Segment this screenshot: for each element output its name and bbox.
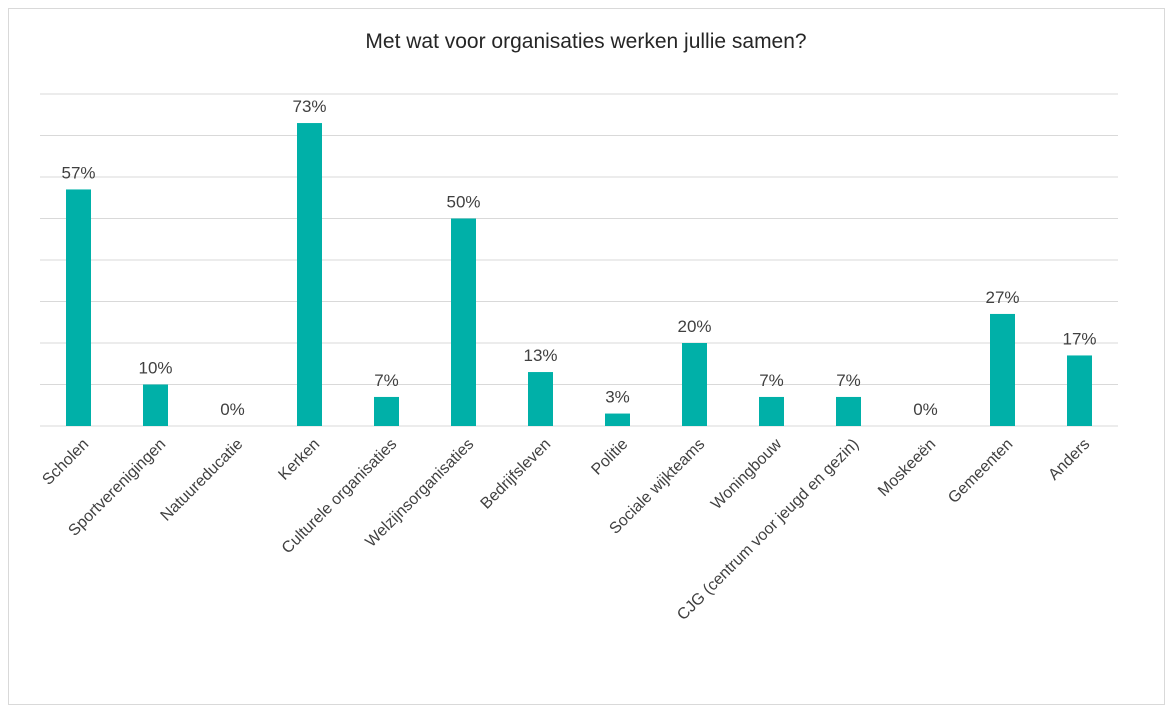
x-tick-label: Natuureducatie [158,436,247,525]
data-label: 0% [220,400,245,419]
data-label: 3% [605,388,630,407]
x-tick-label: Bedrijfsleven [478,436,555,513]
x-tick-label: Gemeenten [945,436,1016,507]
data-label: 7% [759,371,784,390]
chart-title: Met wat voor organisaties werken jullie … [365,30,807,53]
data-label: 57% [61,163,95,182]
bar [990,313,1015,426]
data-label: 20% [677,317,711,336]
data-label: 7% [836,371,861,390]
x-tick-label: Moskeeën [875,436,939,500]
data-label: 10% [138,359,172,378]
bar [759,396,784,426]
data-label: 7% [374,371,399,390]
chart-frame [8,8,1165,705]
bar [143,384,168,426]
bar [297,123,322,427]
bar [605,413,630,426]
bar [682,343,707,426]
data-label: 27% [985,288,1019,307]
bar [66,189,91,426]
x-tick-label: Kerken [275,436,323,484]
data-label: 17% [1062,329,1096,348]
data-label: 73% [292,97,326,116]
data-label: 50% [446,193,480,212]
bar [374,396,399,426]
bar [528,372,553,426]
x-tick-label: Anders [1045,436,1093,484]
data-label: 13% [523,346,557,365]
x-tick-label: Scholen [39,436,92,489]
data-label: 0% [913,400,938,419]
bar [836,396,861,426]
x-tick-label: Woningbouw [708,435,786,513]
x-tick-label: Politie [588,436,631,479]
bar [451,218,476,426]
bar [1067,355,1092,426]
